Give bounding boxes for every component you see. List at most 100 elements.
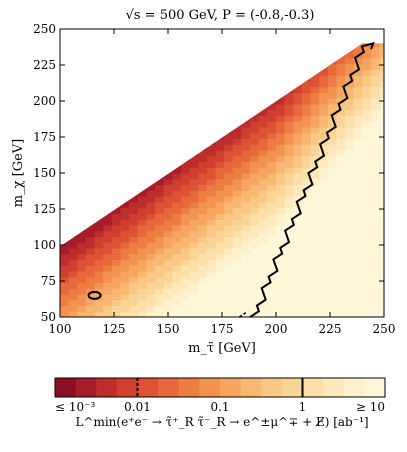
heatmap-cell	[146, 201, 156, 209]
heatmap-cell	[180, 282, 191, 289]
heatmap-cell	[163, 265, 173, 272]
heatmap-cell	[371, 149, 381, 157]
heatmap-cell	[310, 293, 320, 301]
heatmap-cell	[146, 253, 156, 260]
heatmap-cell	[319, 224, 329, 232]
heatmap-cell	[120, 253, 130, 260]
heatmap-cell	[371, 126, 381, 134]
heatmap-cell	[120, 242, 130, 249]
heatmap-cell	[336, 63, 346, 70]
heatmap-cell	[327, 224, 338, 232]
heatmap-cell	[215, 155, 225, 163]
heatmap-cell	[146, 242, 156, 249]
heatmap-cell	[163, 173, 173, 180]
heatmap-cell	[267, 230, 277, 237]
heatmap-cell	[241, 121, 251, 128]
heatmap-cell	[198, 247, 208, 255]
heatmap-cell	[189, 305, 199, 312]
heatmap-cell	[155, 224, 165, 232]
x-tick-label: 200	[265, 322, 288, 336]
heatmap-cell	[319, 282, 329, 289]
heatmap-cell	[172, 259, 182, 266]
heatmap-cell	[267, 242, 277, 249]
heatmap-cell	[353, 213, 363, 220]
heatmap-cell	[267, 299, 277, 307]
heatmap-cell	[189, 288, 199, 295]
heatmap-cell	[129, 247, 139, 255]
heatmap-cell	[353, 236, 363, 243]
heatmap-cell	[353, 121, 363, 128]
heatmap-cell	[120, 299, 130, 307]
heatmap-cell	[250, 288, 260, 295]
heatmap-cell	[232, 288, 243, 295]
heatmap-cell	[172, 173, 182, 180]
heatmap-cell	[224, 236, 234, 243]
heatmap-cell	[68, 282, 78, 289]
heatmap-cell	[180, 207, 191, 214]
heatmap-cell	[345, 190, 355, 197]
heatmap-cell	[189, 155, 199, 163]
heatmap-cell	[345, 155, 355, 163]
heatmap-cell	[241, 224, 251, 232]
heatmap-cell	[284, 115, 294, 122]
heatmap-cell	[353, 311, 363, 318]
heatmap-cell	[180, 242, 191, 249]
x-tick-label: 225	[319, 322, 342, 336]
colorbar-bin	[323, 378, 345, 397]
heatmap-cell	[180, 276, 191, 284]
heatmap-cell	[60, 305, 70, 312]
heatmap-cell	[371, 138, 381, 145]
heatmap-cell	[155, 270, 165, 278]
heatmap-cell	[362, 253, 372, 260]
y-tick-label: 50	[41, 310, 56, 324]
heatmap-cell	[85, 288, 96, 295]
heatmap-cell	[189, 311, 199, 318]
heatmap-cell	[327, 167, 338, 174]
heatmap-cell	[103, 282, 113, 289]
heatmap-cell	[319, 213, 329, 220]
heatmap-cell	[111, 236, 122, 243]
heatmap-cell	[94, 259, 104, 266]
heatmap-cell	[379, 161, 384, 168]
heatmap-cell	[371, 80, 381, 88]
heatmap-cell	[371, 103, 381, 111]
heatmap-cell	[250, 121, 260, 128]
heatmap-cell	[362, 178, 372, 186]
heatmap-cell	[206, 282, 217, 289]
heatmap-cell	[163, 178, 173, 186]
heatmap-cell	[163, 288, 173, 295]
heatmap-cell	[129, 282, 139, 289]
heatmap-cell	[94, 242, 104, 249]
heatmap-cell	[327, 305, 338, 312]
heatmap-cell	[379, 305, 384, 312]
heatmap-cell	[180, 224, 191, 232]
heatmap-cell	[301, 155, 312, 163]
heatmap-cell	[379, 43, 384, 47]
heatmap-cell	[146, 288, 156, 295]
heatmap-cell	[371, 259, 381, 266]
heatmap-cell	[362, 98, 372, 105]
heatmap-cell	[319, 86, 329, 93]
heatmap-cell	[276, 282, 286, 289]
heatmap-cell	[77, 259, 87, 266]
heatmap-cell	[301, 161, 312, 168]
heatmap-cell	[310, 265, 320, 272]
heatmap-cell	[310, 149, 320, 157]
heatmap-cell	[258, 121, 268, 128]
heatmap-cell	[103, 224, 113, 232]
heatmap-cell	[146, 236, 156, 243]
heatmap-cell	[353, 167, 363, 174]
heatmap-cell	[155, 276, 165, 284]
heatmap-cell	[319, 253, 329, 260]
heatmap-cell	[85, 259, 96, 266]
heatmap-cell	[362, 126, 372, 134]
heatmap-cell	[319, 207, 329, 214]
heatmap-cell	[250, 138, 260, 145]
heatmap-cell	[120, 288, 130, 295]
heatmap-cell	[276, 265, 286, 272]
heatmap-cell	[353, 184, 363, 191]
heatmap-cell	[284, 213, 294, 220]
heatmap-cell	[224, 299, 234, 307]
heatmap-cell	[301, 92, 312, 99]
heatmap-cell	[379, 46, 384, 53]
